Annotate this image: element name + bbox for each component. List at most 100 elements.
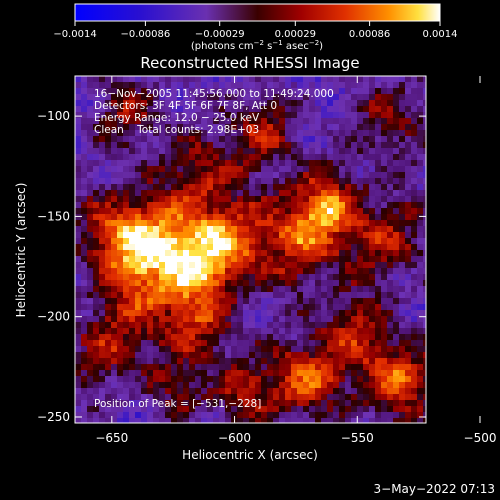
heatmap-cell xyxy=(237,208,244,215)
heatmap-cell xyxy=(237,394,244,401)
heatmap-cell xyxy=(369,346,376,353)
heatmap-cell xyxy=(339,334,346,341)
heatmap-cell xyxy=(141,394,148,401)
heatmap-cell xyxy=(105,310,112,317)
heatmap-cell xyxy=(351,136,358,143)
heatmap-cell xyxy=(303,232,310,239)
heatmap-cell xyxy=(333,184,340,191)
heatmap-cell xyxy=(279,112,286,119)
heatmap-cell xyxy=(363,154,370,161)
heatmap-cell xyxy=(369,190,376,197)
heatmap-cell xyxy=(177,382,184,389)
heatmap-cell xyxy=(237,334,244,341)
heatmap-cell xyxy=(357,310,364,317)
heatmap-cell xyxy=(165,112,172,119)
heatmap-cell xyxy=(297,262,304,269)
heatmap-cell xyxy=(81,214,88,221)
heatmap-cell xyxy=(237,382,244,389)
heatmap-cell xyxy=(297,382,304,389)
heatmap-cell xyxy=(357,214,364,221)
heatmap-cell xyxy=(417,154,424,161)
heatmap-cell xyxy=(375,130,382,137)
heatmap-cell xyxy=(195,328,202,335)
heatmap-cell xyxy=(417,412,424,419)
heatmap-cell xyxy=(369,118,376,125)
heatmap-cell xyxy=(75,190,82,197)
heatmap-cell xyxy=(393,286,400,293)
heatmap-cell xyxy=(279,88,286,95)
heatmap-cell xyxy=(327,334,334,341)
heatmap-cell xyxy=(405,88,412,95)
heatmap-cell xyxy=(375,346,382,353)
heatmap-cell xyxy=(225,280,232,287)
heatmap-cell xyxy=(231,370,238,377)
heatmap-cell xyxy=(117,358,124,365)
heatmap-cell xyxy=(267,124,274,131)
heatmap-cell xyxy=(129,94,136,101)
heatmap-cell xyxy=(171,130,178,137)
heatmap-cell xyxy=(315,280,322,287)
heatmap-cell xyxy=(333,160,340,167)
heatmap-cell xyxy=(141,298,148,305)
heatmap-cell xyxy=(423,148,426,155)
heatmap-cell xyxy=(339,286,346,293)
heatmap-cell xyxy=(339,232,346,239)
heatmap-cell xyxy=(153,88,160,95)
heatmap-cell xyxy=(201,130,208,137)
heatmap-cell xyxy=(249,106,256,113)
heatmap-cell xyxy=(303,304,310,311)
heatmap-cell xyxy=(273,232,280,239)
heatmap-cell xyxy=(201,136,208,143)
heatmap-cell xyxy=(315,388,322,395)
heatmap-cell xyxy=(225,238,232,245)
heatmap-cell xyxy=(225,232,232,239)
heatmap-cell xyxy=(327,418,334,423)
heatmap-cell xyxy=(129,154,136,161)
heatmap-cell xyxy=(117,268,124,275)
heatmap-cell xyxy=(285,76,292,83)
heatmap-cell xyxy=(333,124,340,131)
heatmap-cell xyxy=(423,280,426,287)
heatmap-cell xyxy=(357,220,364,227)
heatmap-cell xyxy=(369,76,376,83)
heatmap-cell xyxy=(297,202,304,209)
heatmap-cell xyxy=(321,76,328,83)
heatmap-cell xyxy=(87,220,94,227)
heatmap-cell xyxy=(261,292,268,299)
heatmap-cell xyxy=(261,298,268,305)
heatmap-cell xyxy=(381,316,388,323)
heatmap-cell xyxy=(369,274,376,281)
heatmap-cell xyxy=(417,172,424,179)
heatmap-cell xyxy=(129,352,136,359)
heatmap-cell xyxy=(405,388,412,395)
heatmap-cell xyxy=(339,238,346,245)
heatmap-cell xyxy=(333,292,340,299)
heatmap-cell xyxy=(123,304,130,311)
heatmap-cell xyxy=(171,382,178,389)
heatmap-cell xyxy=(381,250,388,257)
heatmap-cell xyxy=(339,172,346,179)
heatmap-cell xyxy=(297,304,304,311)
heatmap-cell xyxy=(225,154,232,161)
annotation-clean: Clean Total counts: 2.98E+03 xyxy=(94,124,259,136)
heatmap-cell xyxy=(315,262,322,269)
heatmap-cell xyxy=(291,238,298,245)
heatmap-cell xyxy=(105,184,112,191)
heatmap-cell xyxy=(75,106,82,113)
heatmap-cell xyxy=(183,382,190,389)
heatmap-cell xyxy=(411,232,418,239)
heatmap-cell xyxy=(75,172,82,179)
heatmap-cell xyxy=(285,274,292,281)
heatmap-cell xyxy=(267,304,274,311)
heatmap-cell xyxy=(177,190,184,197)
heatmap-cell xyxy=(195,238,202,245)
heatmap-cell xyxy=(99,274,106,281)
heatmap-cell xyxy=(165,208,172,215)
heatmap-cell xyxy=(219,418,226,423)
heatmap-cell xyxy=(93,310,100,317)
heatmap-cell xyxy=(261,172,268,179)
heatmap-cell xyxy=(255,244,262,251)
heatmap-cell xyxy=(279,250,286,257)
heatmap-cell xyxy=(93,238,100,245)
heatmap-cell xyxy=(327,130,334,137)
